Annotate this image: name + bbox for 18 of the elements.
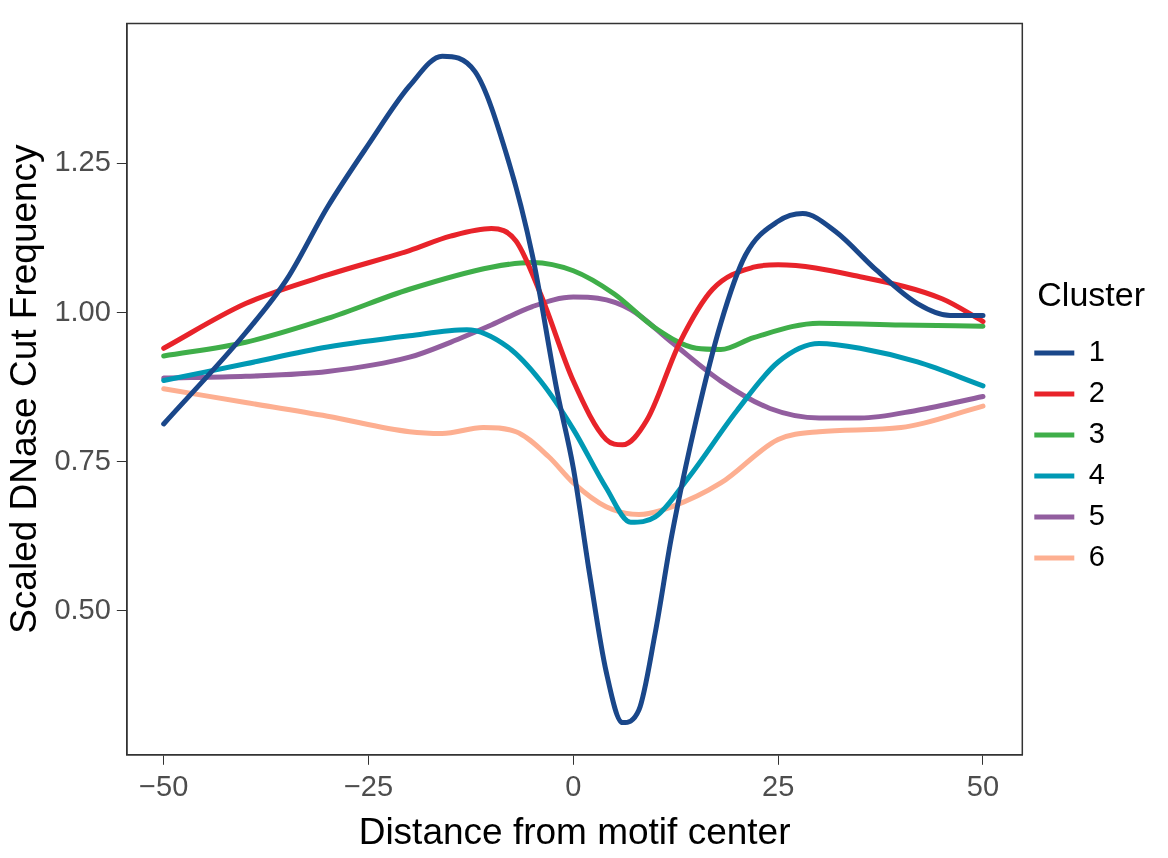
legend-label: 3: [1088, 416, 1105, 449]
legend-label: 1: [1088, 334, 1105, 367]
y-tick-label: 1.25: [54, 145, 111, 178]
y-axis-title: Scaled DNase Cut Frequency: [3, 143, 45, 634]
x-tick-label: 50: [966, 770, 1000, 803]
x-axis-title: Distance from motif center: [358, 811, 791, 852]
legend-label: 5: [1088, 498, 1105, 531]
x-tick-label: 25: [762, 770, 795, 803]
legend-label: 6: [1088, 539, 1105, 572]
legend-label: 2: [1088, 375, 1105, 408]
legend-label: 4: [1088, 457, 1105, 490]
x-tick-label: −50: [139, 770, 189, 803]
y-tick-label: 1.00: [54, 294, 111, 327]
y-tick-label: 0.50: [54, 592, 111, 625]
y-tick-label: 0.75: [54, 443, 111, 476]
x-tick-label: 0: [565, 770, 582, 803]
x-tick-label: −25: [343, 770, 394, 803]
legend-title: Cluster: [1037, 274, 1145, 313]
